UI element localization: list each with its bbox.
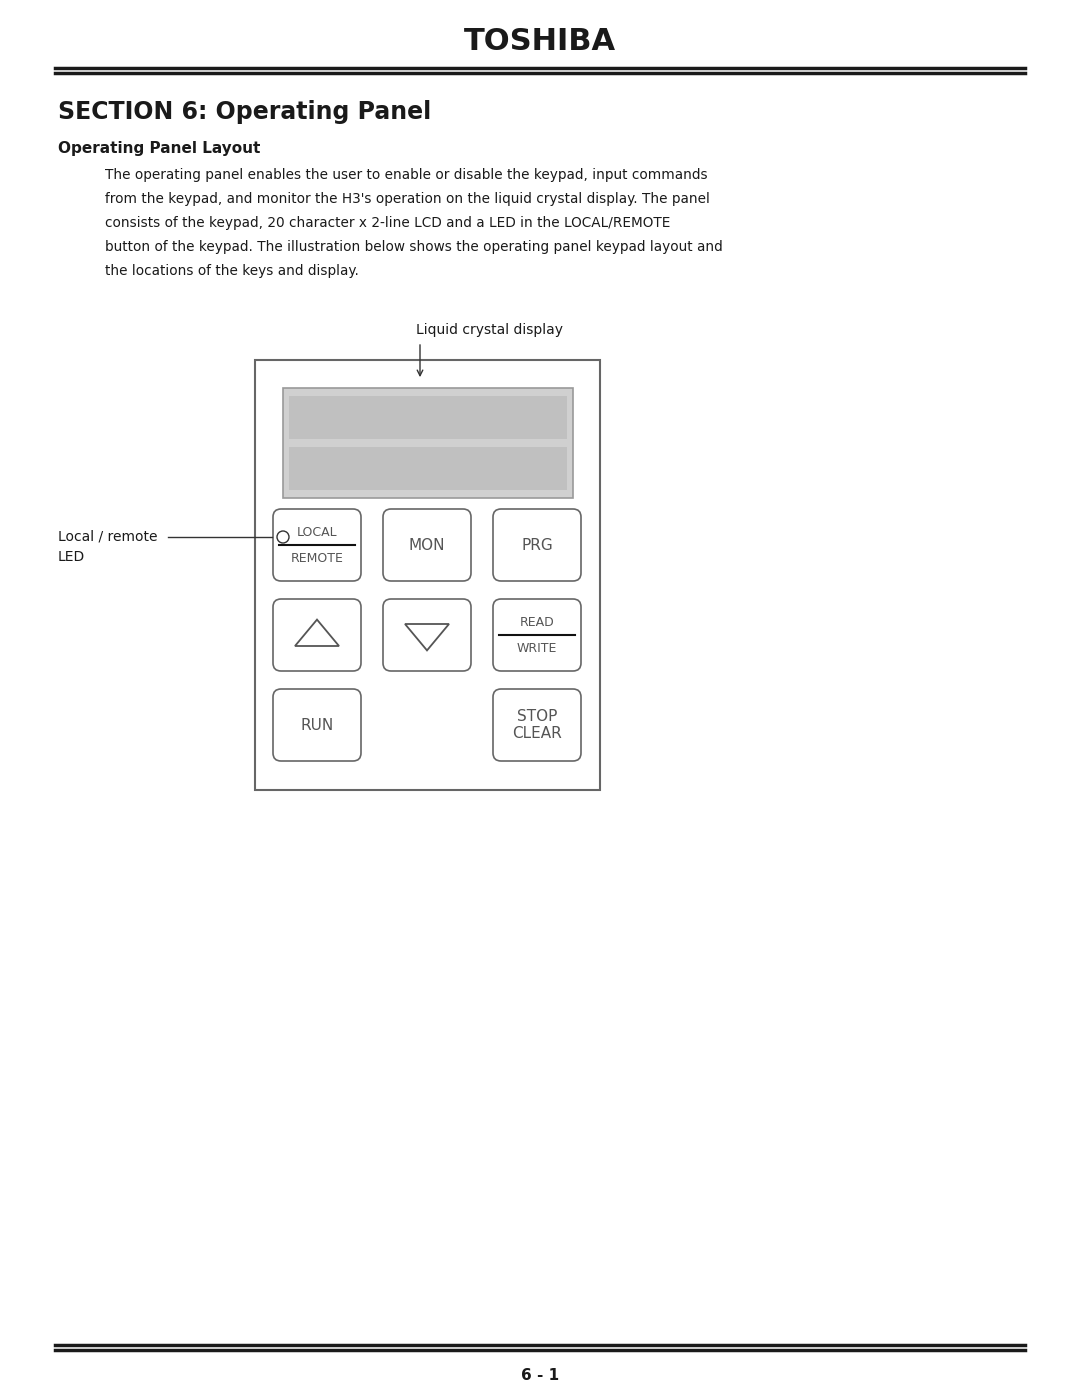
Text: Liquid crystal display: Liquid crystal display [417, 323, 564, 337]
Text: the locations of the keys and display.: the locations of the keys and display. [105, 264, 359, 278]
Text: TOSHIBA: TOSHIBA [464, 28, 616, 56]
Circle shape [276, 531, 289, 543]
FancyBboxPatch shape [492, 689, 581, 761]
Text: STOP
CLEAR: STOP CLEAR [512, 708, 562, 742]
Text: LOCAL: LOCAL [297, 527, 337, 539]
Text: 6 - 1: 6 - 1 [521, 1368, 559, 1383]
Text: SECTION 6: Operating Panel: SECTION 6: Operating Panel [58, 101, 431, 124]
Text: RUN: RUN [300, 718, 334, 732]
FancyBboxPatch shape [383, 509, 471, 581]
FancyBboxPatch shape [289, 395, 567, 439]
Text: LED: LED [58, 550, 85, 564]
Text: READ: READ [519, 616, 554, 630]
FancyBboxPatch shape [283, 388, 573, 497]
Text: consists of the keypad, 20 character x 2-line LCD and a LED in the LOCAL/REMOTE: consists of the keypad, 20 character x 2… [105, 217, 671, 231]
FancyBboxPatch shape [273, 599, 361, 671]
FancyBboxPatch shape [255, 360, 600, 789]
Text: from the keypad, and monitor the H3's operation on the liquid crystal display. T: from the keypad, and monitor the H3's op… [105, 191, 710, 205]
FancyBboxPatch shape [492, 599, 581, 671]
FancyBboxPatch shape [383, 599, 471, 671]
Text: MON: MON [408, 538, 445, 552]
FancyBboxPatch shape [273, 509, 361, 581]
Text: WRITE: WRITE [517, 641, 557, 655]
Text: PRG: PRG [522, 538, 553, 552]
FancyBboxPatch shape [492, 509, 581, 581]
Text: Operating Panel Layout: Operating Panel Layout [58, 141, 260, 155]
FancyBboxPatch shape [289, 447, 567, 490]
FancyBboxPatch shape [273, 689, 361, 761]
Text: The operating panel enables the user to enable or disable the keypad, input comm: The operating panel enables the user to … [105, 168, 707, 182]
Text: button of the keypad. The illustration below shows the operating panel keypad la: button of the keypad. The illustration b… [105, 240, 723, 254]
Text: REMOTE: REMOTE [291, 552, 343, 564]
Text: Local / remote: Local / remote [58, 529, 158, 543]
